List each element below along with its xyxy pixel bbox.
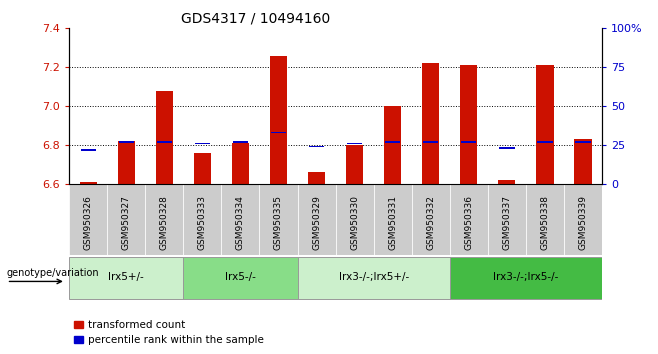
Bar — [538, 141, 553, 143]
FancyBboxPatch shape — [412, 184, 450, 255]
Legend: transformed count, percentile rank within the sample: transformed count, percentile rank withi… — [74, 320, 264, 345]
Bar — [498, 180, 515, 184]
FancyBboxPatch shape — [450, 184, 488, 255]
Text: GSM950329: GSM950329 — [312, 195, 321, 250]
FancyBboxPatch shape — [450, 257, 602, 299]
Bar — [347, 143, 362, 144]
Text: GSM950338: GSM950338 — [540, 195, 549, 250]
Text: GSM950327: GSM950327 — [122, 195, 131, 250]
Bar — [574, 139, 592, 184]
Bar — [460, 65, 478, 184]
Text: GSM950337: GSM950337 — [503, 195, 511, 250]
FancyBboxPatch shape — [488, 184, 526, 255]
FancyBboxPatch shape — [259, 184, 297, 255]
Bar — [575, 141, 591, 143]
Text: lrx5-/-: lrx5-/- — [225, 272, 256, 282]
Bar — [233, 141, 248, 143]
Text: lrx5+/-: lrx5+/- — [109, 272, 144, 282]
Bar — [270, 56, 287, 184]
Text: GSM950336: GSM950336 — [465, 195, 473, 250]
Text: GSM950333: GSM950333 — [198, 195, 207, 250]
FancyBboxPatch shape — [374, 184, 412, 255]
FancyBboxPatch shape — [221, 184, 259, 255]
Bar — [232, 143, 249, 184]
FancyBboxPatch shape — [297, 257, 450, 299]
Bar — [157, 141, 172, 143]
Text: GSM950330: GSM950330 — [350, 195, 359, 250]
FancyBboxPatch shape — [297, 184, 336, 255]
Bar — [423, 141, 438, 143]
Bar — [536, 65, 553, 184]
FancyBboxPatch shape — [526, 184, 564, 255]
FancyBboxPatch shape — [107, 184, 145, 255]
Title: GDS4317 / 10494160: GDS4317 / 10494160 — [181, 12, 330, 26]
Text: GSM950331: GSM950331 — [388, 195, 397, 250]
Bar — [384, 106, 401, 184]
Bar — [308, 172, 325, 184]
Text: GSM950326: GSM950326 — [84, 195, 93, 250]
Bar — [156, 91, 173, 184]
Bar — [346, 145, 363, 184]
Text: GSM950332: GSM950332 — [426, 195, 435, 250]
FancyBboxPatch shape — [69, 257, 184, 299]
Bar — [499, 148, 515, 149]
Bar — [80, 182, 97, 184]
FancyBboxPatch shape — [184, 257, 297, 299]
Text: genotype/variation: genotype/variation — [7, 268, 99, 278]
Text: lrx3-/-;lrx5+/-: lrx3-/-;lrx5+/- — [338, 272, 409, 282]
Bar — [80, 149, 96, 150]
Bar — [193, 153, 211, 184]
FancyBboxPatch shape — [69, 184, 107, 255]
FancyBboxPatch shape — [336, 184, 374, 255]
Bar — [422, 63, 440, 184]
FancyBboxPatch shape — [184, 184, 221, 255]
Text: GSM950339: GSM950339 — [578, 195, 588, 250]
Bar — [271, 132, 286, 133]
Bar — [195, 143, 210, 144]
FancyBboxPatch shape — [145, 184, 184, 255]
Text: GSM950335: GSM950335 — [274, 195, 283, 250]
Bar — [461, 141, 476, 143]
Bar — [385, 141, 400, 143]
Bar — [309, 146, 324, 148]
Text: GSM950334: GSM950334 — [236, 195, 245, 250]
Bar — [118, 141, 134, 143]
Bar — [118, 141, 135, 184]
Text: lrx3-/-;lrx5-/-: lrx3-/-;lrx5-/- — [494, 272, 559, 282]
Text: GSM950328: GSM950328 — [160, 195, 168, 250]
FancyBboxPatch shape — [564, 184, 602, 255]
